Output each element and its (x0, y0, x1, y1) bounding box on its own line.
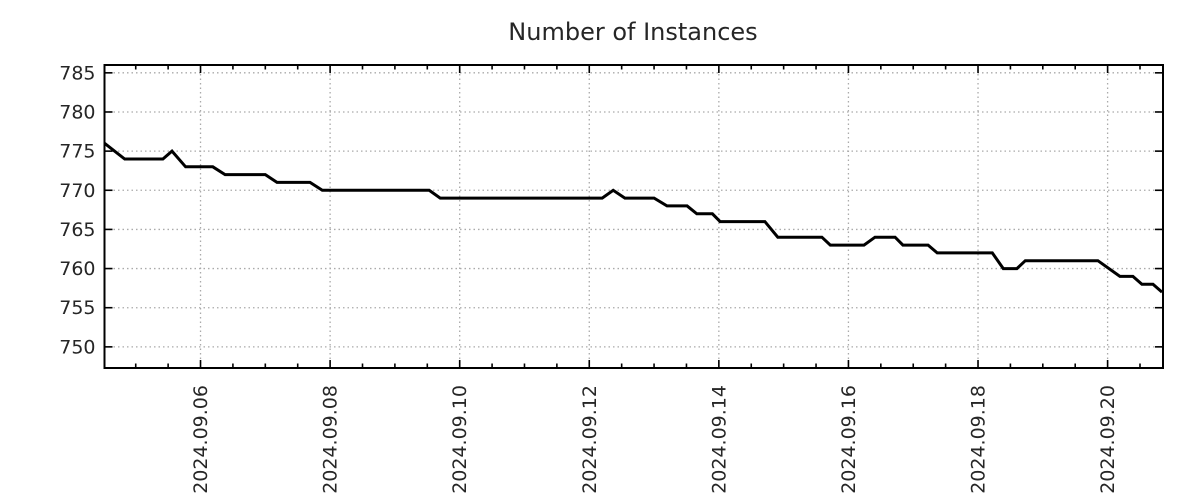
x-tick-label: 2024.09.16 (838, 385, 860, 494)
axis-layer (103, 64, 1164, 369)
label-layer: 750 755 760 765 770 775 780 785 2024.09.06 2024.0… (59, 62, 1119, 493)
data-line-instances (103, 142, 1163, 294)
y-tick-label: 765 (59, 219, 95, 241)
y-tick-label: 750 (59, 336, 95, 358)
y-tick-label: 760 (59, 258, 95, 280)
x-tick-label: 2024.09.10 (449, 385, 471, 494)
x-tick-label: 2024.09.18 (968, 385, 990, 494)
x-tick-label: 2024.09.20 (1097, 385, 1119, 494)
y-tick-label: 775 (59, 141, 95, 163)
y-tick-label: 770 (59, 180, 95, 202)
plot-border (103, 64, 1164, 369)
y-tick-label: 755 (59, 297, 95, 319)
x-tick-label: 2024.09.14 (708, 385, 730, 494)
y-tick-label: 785 (59, 62, 95, 84)
chart-title: Number of Instances (508, 18, 757, 46)
x-tick-label: 2024.09.06 (190, 385, 212, 494)
series-layer (103, 142, 1163, 294)
grid-layer (104, 65, 1163, 368)
y-tick-label: 780 (59, 101, 95, 123)
x-tick-label: 2024.09.08 (320, 385, 342, 494)
x-tick-label: 2024.09.12 (579, 385, 601, 494)
